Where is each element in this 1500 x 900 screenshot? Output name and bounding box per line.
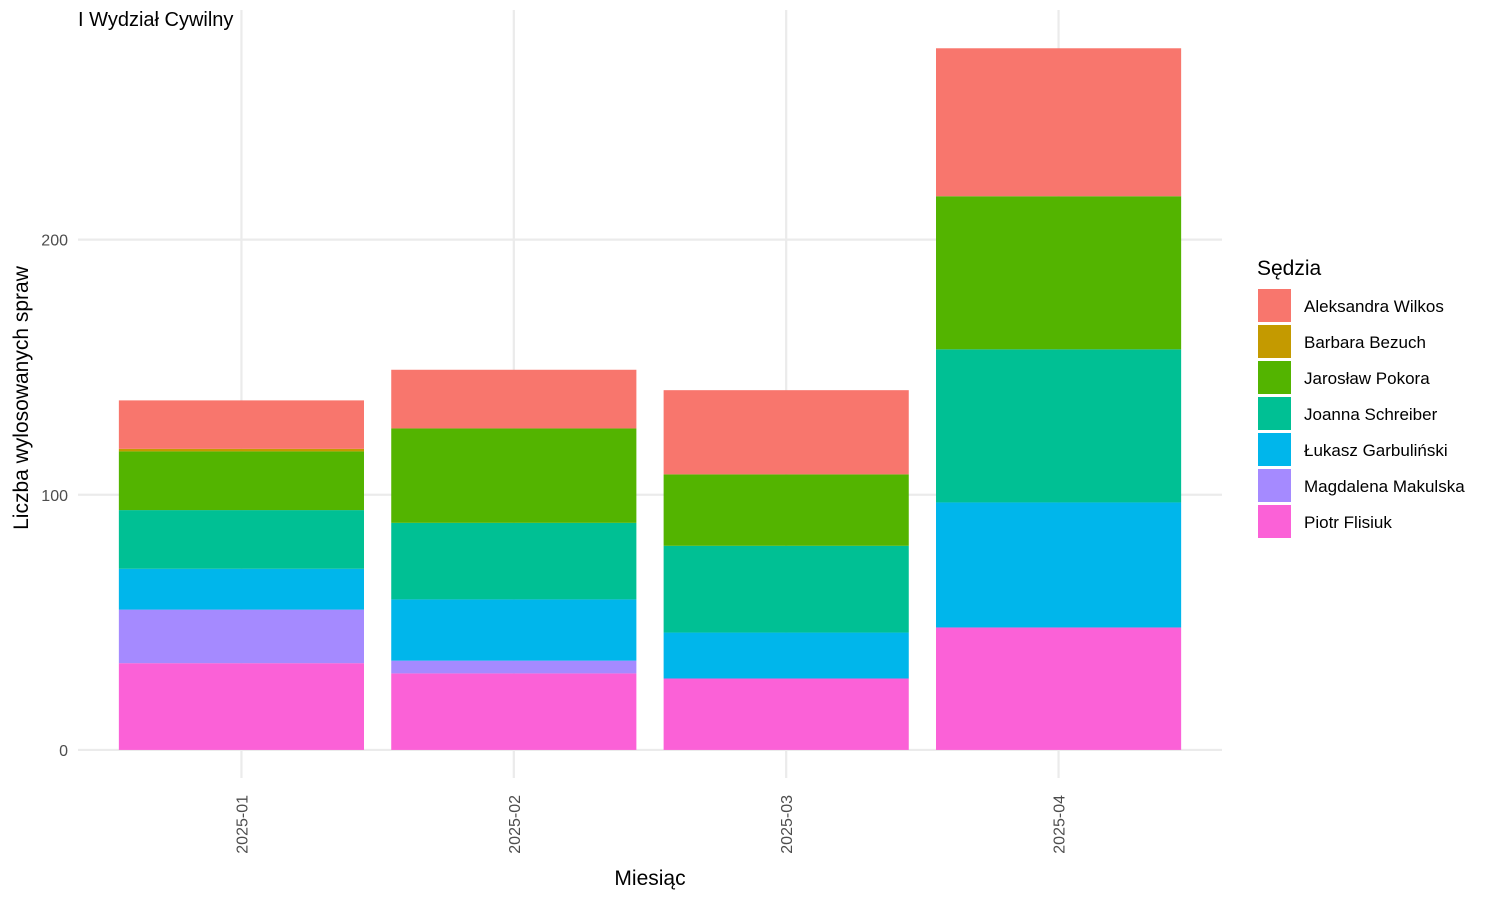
bar-segment	[663, 474, 909, 546]
legend: Sędzia Aleksandra Wilkos Barbara Bezuch Ja…	[1257, 257, 1465, 538]
bar-segment	[391, 428, 637, 523]
y-axis-ticks: 0 100 200	[41, 233, 68, 760]
legend-swatch	[1258, 289, 1291, 322]
bar-segment	[663, 678, 909, 750]
bar-segment	[118, 663, 364, 750]
bar-segment	[118, 510, 364, 569]
x-tick-label: 2025-03	[779, 795, 796, 854]
legend-swatch	[1258, 397, 1291, 430]
bar-segment	[118, 609, 364, 664]
legend-label: Joanna Schreiber	[1304, 405, 1438, 424]
legend-swatch	[1258, 505, 1291, 538]
bar-segment	[936, 349, 1182, 503]
legend-swatch	[1258, 469, 1291, 502]
legend-items: Aleksandra Wilkos Barbara Bezuch Jarosław …	[1258, 289, 1465, 538]
bar-segment	[118, 448, 364, 452]
bar-segment	[391, 599, 637, 661]
x-axis-title: Miesiąc	[614, 867, 685, 890]
legend-item: Barbara Bezuch	[1258, 325, 1426, 358]
bar-segment	[391, 522, 637, 600]
legend-item: Piotr Flisiuk	[1258, 505, 1392, 538]
legend-swatch	[1258, 361, 1291, 394]
legend-label: Barbara Bezuch	[1304, 333, 1426, 352]
bar-segment	[118, 451, 364, 511]
y-tick-label: 200	[41, 233, 68, 250]
bar-segment	[118, 400, 364, 449]
legend-swatch	[1258, 325, 1291, 358]
y-axis-title: Liczba wylosowanych spraw	[10, 265, 33, 530]
x-tick-label: 2025-04	[1052, 795, 1069, 854]
legend-label: Aleksandra Wilkos	[1304, 297, 1444, 316]
bar-segment	[936, 196, 1182, 350]
legend-item: Magdalena Makulska	[1258, 469, 1465, 502]
bar-segment	[663, 390, 909, 475]
legend-label: Jarosław Pokora	[1304, 369, 1430, 388]
x-tick-label: 2025-02	[507, 795, 524, 854]
x-axis-ticks: 2025-01 2025-02 2025-03 2025-04	[234, 795, 1068, 854]
legend-label: Magdalena Makulska	[1304, 477, 1465, 496]
legend-item: Łukasz Garbuliński	[1258, 433, 1448, 466]
legend-item: Jarosław Pokora	[1258, 361, 1430, 394]
bar-segment	[936, 48, 1182, 197]
legend-title: Sędzia	[1257, 257, 1322, 280]
bar-segment	[936, 627, 1182, 750]
bar-segment	[391, 369, 637, 429]
bar-segment	[391, 673, 637, 750]
y-tick-label: 0	[59, 743, 68, 760]
bar-segment	[663, 632, 909, 679]
bar-segment	[936, 502, 1182, 628]
legend-label: Łukasz Garbuliński	[1304, 441, 1448, 460]
bar-segment	[663, 545, 909, 633]
legend-item: Joanna Schreiber	[1258, 397, 1438, 430]
y-tick-label: 100	[41, 488, 68, 505]
legend-item: Aleksandra Wilkos	[1258, 289, 1444, 322]
bars	[118, 48, 1182, 750]
chart-title: I Wydział Cywilny	[78, 9, 233, 31]
legend-label: Piotr Flisiuk	[1304, 513, 1392, 532]
x-tick-label: 2025-01	[234, 795, 251, 854]
bar-segment	[118, 568, 364, 610]
legend-swatch	[1258, 433, 1291, 466]
bar-segment	[391, 660, 637, 674]
